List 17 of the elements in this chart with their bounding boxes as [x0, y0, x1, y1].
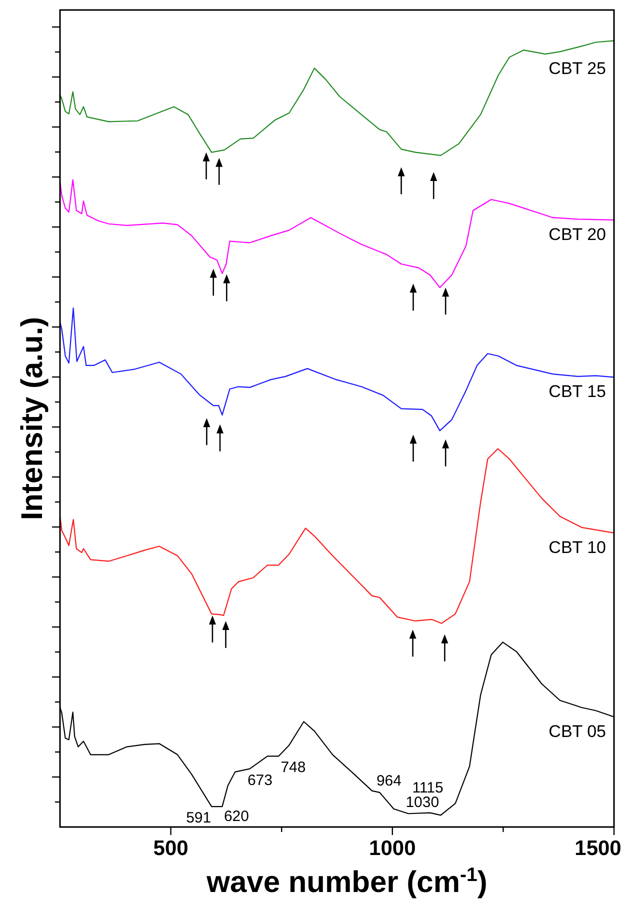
annotation: 591 — [186, 810, 212, 827]
annotation: 673 — [247, 772, 273, 789]
series-label: CBT 15 — [548, 382, 606, 402]
series-label: CBT 10 — [548, 538, 606, 557]
y-axis-title: Intensity (a.u.) — [16, 316, 49, 520]
annotation: 1115 — [412, 779, 444, 796]
annotation: 620 — [224, 808, 250, 825]
annotation: 1030 — [406, 794, 440, 811]
x-tick-label: 1000 — [369, 837, 416, 860]
annotation: 964 — [376, 772, 402, 790]
series-label: CBT 25 — [548, 59, 606, 78]
series-label: CBT 20 — [548, 224, 606, 244]
series-label: CBT 05 — [548, 722, 606, 741]
x-tick-label: 1500 — [574, 837, 622, 860]
x-tick-label: 500 — [153, 837, 188, 860]
annotation: 748 — [280, 759, 306, 776]
x-axis-title: wave number (cm$^{-1}$) — [206, 864, 488, 899]
